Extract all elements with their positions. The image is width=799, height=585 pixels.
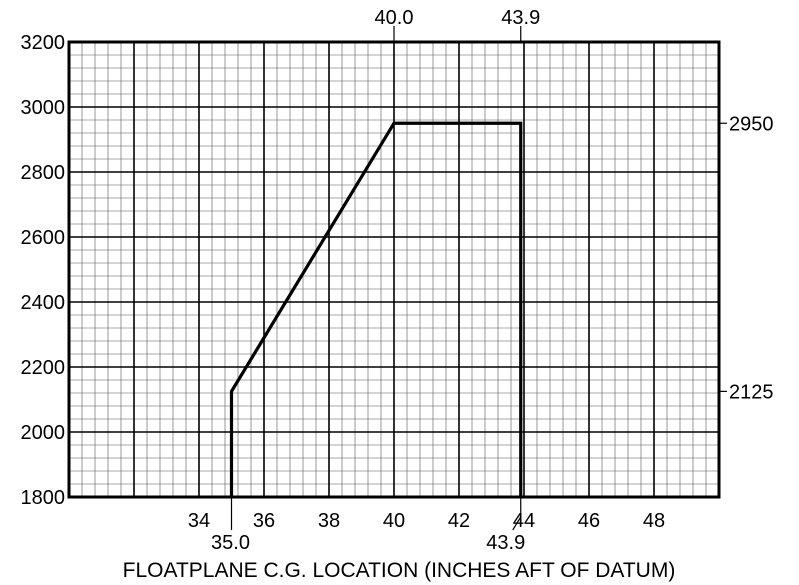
- y-tick-label: 3000: [21, 97, 66, 119]
- annotation-right-label: 2125: [729, 381, 774, 403]
- x-tick-label: 36: [253, 510, 275, 532]
- y-axis-ticks: 1800 2000 2200 2400 2600 2800 3000 3200: [21, 32, 66, 509]
- y-tick-label: 2800: [21, 162, 66, 184]
- annotation-bottom-label: 43.9: [486, 532, 525, 554]
- x-axis-label: FLOATPLANE C.G. LOCATION (INCHES AFT OF …: [123, 559, 676, 582]
- annotation-leader: [512, 497, 522, 531]
- annotation-top-label: 43.9: [501, 7, 540, 29]
- envelope-line: [229, 121, 523, 497]
- y-tick-label: 2200: [21, 357, 66, 379]
- x-axis-ticks: 34 36 38 40 42 44 46 48: [188, 510, 665, 532]
- grid-minor: [69, 42, 719, 497]
- x-tick-label: 46: [578, 510, 600, 532]
- x-tick-label: 40: [383, 510, 405, 532]
- x-tick-label: 44: [513, 510, 535, 532]
- cg-envelope: [229, 121, 523, 497]
- annotation-bottom-label: 35.0: [211, 532, 250, 554]
- y-tick-label: 2000: [21, 422, 66, 444]
- y-tick-label: 3200: [21, 32, 66, 54]
- x-tick-label: 42: [448, 510, 470, 532]
- grid-major: [69, 42, 719, 497]
- x-tick-label: 48: [643, 510, 665, 532]
- annotation-right-label: 2950: [729, 113, 774, 135]
- annotations: 40.0 43.9 2950 2125 35.0 43.9: [211, 7, 773, 554]
- y-tick-label: 1800: [21, 487, 66, 509]
- y-tick-label: 2600: [21, 227, 66, 249]
- x-tick-label: 34: [188, 510, 210, 532]
- annotation-top-label: 40.0: [375, 7, 414, 29]
- x-tick-label: 38: [318, 510, 340, 532]
- y-tick-label: 2400: [21, 292, 66, 314]
